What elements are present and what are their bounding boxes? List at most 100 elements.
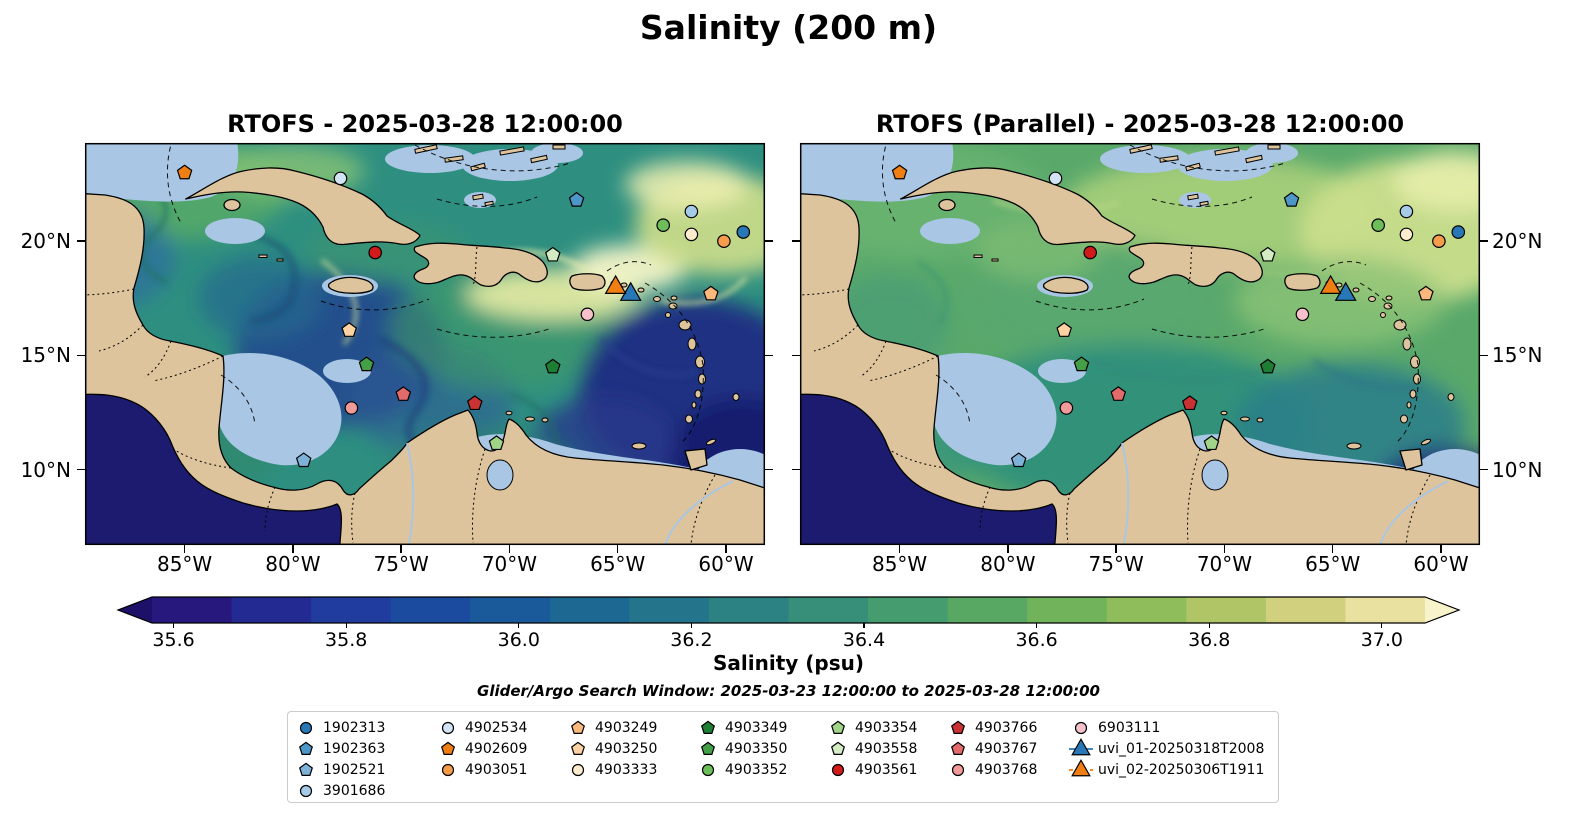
platform-marker-4903349 bbox=[545, 358, 561, 374]
legend-label: uvi_02-20250306T1911 bbox=[1098, 762, 1265, 778]
legend-item-4903051: 4903051 bbox=[436, 759, 527, 781]
axis-tick bbox=[792, 468, 800, 471]
axis-tick bbox=[616, 545, 619, 553]
axis-tick bbox=[898, 545, 901, 553]
platform-marker-4903561 bbox=[1083, 245, 1098, 260]
platform-marker-uvi_01-20250318T2008 bbox=[619, 281, 642, 301]
y-tick-label: 20°N bbox=[1492, 229, 1543, 254]
platform-markers bbox=[891, 164, 1466, 468]
platform-marker-4903766 bbox=[1182, 395, 1198, 411]
platform-marker-4903249 bbox=[703, 285, 719, 301]
colorbar-tick-label: 37.0 bbox=[1360, 629, 1403, 651]
pentagon-marker-icon bbox=[299, 741, 313, 755]
search-window-caption: Glider/Argo Search Window: 2025-03-23 12… bbox=[477, 682, 1100, 700]
legend-label: 4903350 bbox=[725, 741, 788, 757]
platform-marker-4903558 bbox=[545, 246, 561, 262]
axis-tick bbox=[77, 468, 85, 471]
colorbar-tick-label: 36.0 bbox=[497, 629, 540, 651]
platform-marker-6903111 bbox=[580, 307, 595, 322]
platform-marker-4903354 bbox=[1203, 435, 1220, 451]
map-frame bbox=[799, 142, 1481, 546]
platform-marker-4903051 bbox=[717, 234, 731, 248]
y-tick-label: 10°N bbox=[20, 457, 71, 482]
colorbar-tick bbox=[172, 623, 175, 628]
legend-item-uvi_01-20250318T2008: uvi_01-20250318T2008 bbox=[1069, 738, 1264, 760]
legend-label: 4902609 bbox=[465, 741, 528, 757]
colorbar-tick-label: 35.8 bbox=[325, 629, 368, 651]
legend-label: 4903558 bbox=[855, 741, 918, 757]
x-tick-label: 70°W bbox=[481, 552, 538, 576]
axis-tick bbox=[765, 468, 773, 471]
legend-item-4903766: 4903766 bbox=[946, 717, 1037, 739]
axis-tick bbox=[1007, 545, 1009, 553]
pentagon-marker-icon bbox=[571, 741, 585, 755]
legend-item-6903111: 6903111 bbox=[1069, 717, 1160, 739]
colorbar-tick bbox=[690, 623, 692, 628]
pentagon-marker-icon bbox=[701, 741, 715, 755]
colorbar-tick bbox=[1208, 623, 1210, 628]
legend-label: 4903766 bbox=[975, 720, 1038, 736]
platform-marker-4903767 bbox=[1110, 386, 1127, 401]
eddy-swirls bbox=[917, 198, 1420, 390]
platform-marker-4903561 bbox=[368, 245, 383, 260]
axis-tick bbox=[1331, 545, 1334, 553]
legend-item-4903558: 4903558 bbox=[826, 738, 917, 760]
axis-tick bbox=[1115, 545, 1117, 553]
axis-tick bbox=[1480, 240, 1488, 242]
platform-marker-4903766 bbox=[467, 395, 483, 411]
legend: 1902313 1902363 1902521 3901686 4902534 49026… bbox=[287, 711, 1279, 803]
platform-marker-uvi_01-20250318T2008 bbox=[1334, 281, 1357, 301]
legend-label: 4903051 bbox=[465, 762, 528, 778]
platform-marker-4902534 bbox=[333, 171, 348, 186]
platform-marker-4903350 bbox=[358, 356, 375, 372]
legend-label: 4903249 bbox=[595, 720, 658, 736]
eddy-swirls bbox=[137, 175, 747, 460]
colorbar-tick bbox=[518, 623, 520, 628]
x-tick-label: 60°W bbox=[1413, 552, 1469, 576]
axis-tick bbox=[292, 545, 294, 553]
legend-item-4903350: 4903350 bbox=[696, 738, 787, 760]
legend-label: 1902521 bbox=[323, 762, 386, 778]
y-tick-label: 10°N bbox=[1492, 457, 1543, 482]
colorbar-tick bbox=[1036, 623, 1038, 628]
platform-marker-4903349 bbox=[1260, 358, 1276, 374]
axis-tick bbox=[77, 240, 85, 242]
pentagon-marker-icon bbox=[299, 762, 313, 776]
legend-item-4903354: 4903354 bbox=[826, 717, 917, 739]
legend-label: 4903561 bbox=[855, 762, 918, 778]
colorbar-tick-label: 35.6 bbox=[152, 629, 195, 651]
legend-item-4903333: 4903333 bbox=[566, 759, 657, 781]
legend-label: 1902363 bbox=[323, 741, 386, 757]
legend-label: 4903250 bbox=[595, 741, 658, 757]
axis-tick bbox=[792, 354, 800, 357]
pentagon-marker-icon bbox=[571, 720, 585, 734]
x-tick-label: 75°W bbox=[1088, 552, 1144, 576]
colorbar-tick-label: 36.4 bbox=[842, 629, 886, 651]
legend-item-1902521: 1902521 bbox=[294, 759, 385, 781]
legend-label: uvi_01-20250318T2008 bbox=[1098, 741, 1265, 757]
x-tick-label: 65°W bbox=[1305, 552, 1361, 576]
colorbar bbox=[116, 596, 1461, 624]
x-tick-label: 85°W bbox=[871, 552, 928, 576]
panel-title-rtofs: RTOFS - 2025-03-28 12:00:00 bbox=[227, 110, 623, 138]
legend-item-4903349: 4903349 bbox=[696, 717, 787, 739]
panel-title-rtofs-parallel: RTOFS (Parallel) - 2025-03-28 12:00:00 bbox=[875, 110, 1405, 138]
x-tick-label: 65°W bbox=[590, 552, 646, 576]
y-tick-label: 15°N bbox=[1492, 343, 1543, 368]
ocean-field bbox=[85, 143, 765, 545]
legend-item-1902313: 1902313 bbox=[294, 717, 385, 739]
x-tick-label: 80°W bbox=[265, 552, 321, 576]
axis-tick bbox=[508, 545, 511, 553]
pentagon-marker-icon bbox=[441, 741, 455, 755]
platform-marker-uvi_02-20250306T1911 bbox=[1319, 274, 1342, 294]
platform-marker-1902313 bbox=[1451, 225, 1466, 239]
axis-tick bbox=[1480, 468, 1488, 471]
platform-marker-1902521 bbox=[1010, 452, 1027, 468]
platform-marker-4903333 bbox=[684, 227, 699, 242]
legend-label: 4903354 bbox=[855, 720, 918, 736]
y-tick-label: 15°N bbox=[20, 343, 71, 368]
legend-label: 4902534 bbox=[465, 720, 528, 736]
legend-label: 4903768 bbox=[975, 762, 1038, 778]
platform-marker-4903250 bbox=[341, 322, 357, 337]
legend-item-3901686: 3901686 bbox=[294, 780, 385, 802]
